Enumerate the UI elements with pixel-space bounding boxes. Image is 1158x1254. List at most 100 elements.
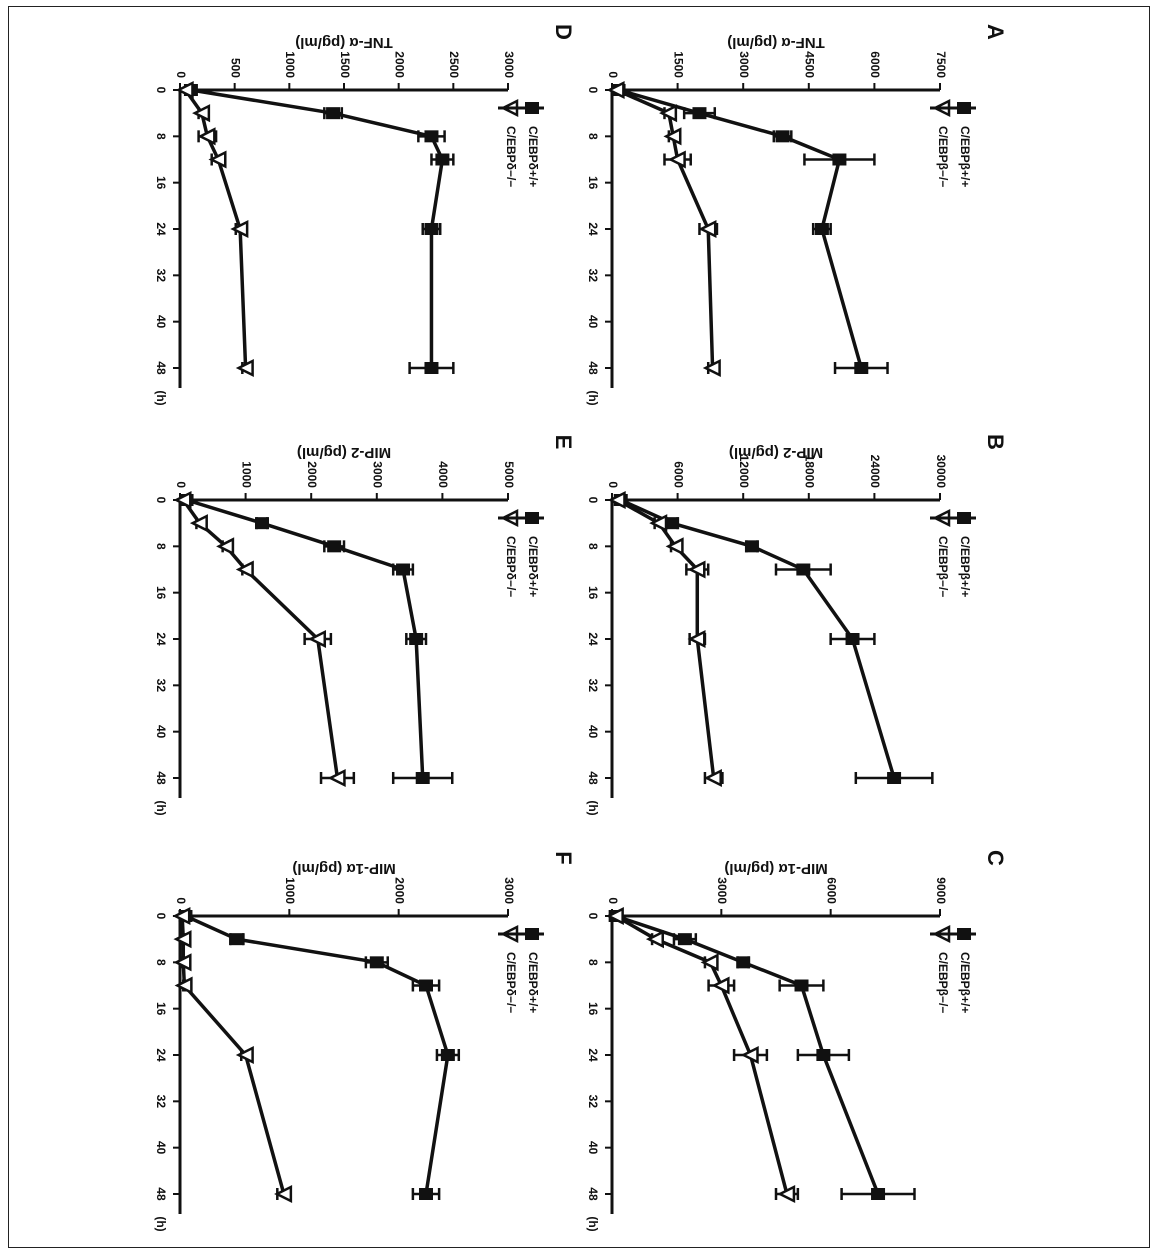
panel-f-wt-point — [419, 1188, 433, 1200]
panel-e: E MIP-2 (pg/ml) 0 1000 2000 3000 4000 5000 0 8 16 2… — [154, 435, 576, 816]
panel-e-ko-point — [189, 514, 208, 533]
panel-b-wt-point — [887, 772, 902, 784]
panel-d-wt-point — [424, 130, 439, 143]
panel-d-ko-point — [230, 219, 249, 239]
panel-c-wt-point — [794, 979, 809, 992]
panel-e-xtick-label: 16 — [154, 586, 168, 600]
panel-b-ytick-label: 0 — [606, 481, 620, 488]
panel-a-wt-point — [832, 153, 847, 166]
panel-c-xtick-label: 0 — [586, 913, 600, 920]
panel-f-wt-point — [419, 979, 433, 992]
panel-d-xunit: (h) — [154, 390, 168, 405]
panel-d-ytick-label: 1500 — [338, 51, 352, 78]
panel-f-wt-point — [369, 956, 384, 969]
panel-a-xtick-label: 32 — [586, 269, 600, 283]
panel-f-xtick-label: 40 — [154, 1141, 168, 1155]
panel-e-ylabel: MIP-2 (pg/ml) — [297, 444, 391, 461]
panel-a-ko-point — [659, 104, 678, 123]
panel-b-xtick-label: 16 — [586, 586, 600, 600]
panel-a-xtick-label: 40 — [586, 315, 600, 329]
panel-a-ko-point — [702, 358, 721, 378]
panel-a-xtick-label: 48 — [586, 361, 600, 375]
panel-b-ytick-label: 12000 — [737, 455, 751, 489]
panel-e-legend-label: C/EBPδ+/+ — [526, 536, 540, 597]
panel-e-xtick-label: 8 — [154, 543, 168, 550]
panel-e-ytick-label: 3000 — [371, 461, 385, 488]
panel-f-ko-point — [172, 906, 191, 926]
panel-e-xtick-label: 32 — [154, 679, 168, 693]
panel-d-legend-label: C/EBPδ−/− — [504, 126, 518, 187]
panel-b-ko-point — [687, 629, 706, 649]
panel-f-ko-point — [173, 953, 192, 972]
panel-b-wt-point — [665, 517, 680, 530]
panel-c: C MIP-1α (pg/ml) 0 3000 6000 9000 0 8 16 24 32 40 48… — [586, 850, 1008, 1232]
panel-c-xtick-label: 8 — [586, 959, 600, 966]
panel-a-ko-line — [615, 88, 715, 369]
panel-b-ytick-label: 24000 — [868, 455, 882, 489]
panel-c-xtick-label: 40 — [586, 1141, 600, 1155]
panel-c-xtick-label: 32 — [586, 1095, 600, 1109]
panel-b-ytick-label: 18000 — [803, 455, 817, 489]
panel-e-ytick-label: 1000 — [239, 461, 253, 488]
panel-e-ko-point — [216, 537, 235, 556]
panel-f-xunit: (h) — [154, 1216, 168, 1231]
panel-e-xtick-label: 40 — [154, 725, 168, 739]
panel-e-wt-line — [186, 498, 425, 779]
panel-a-legend-label: C/EBPβ−/− — [936, 126, 950, 187]
panel-b-ko-point — [649, 514, 668, 533]
panel-b-wt-point — [845, 633, 860, 645]
panel-b-ko-point — [687, 560, 706, 579]
panel-a-wt-point — [692, 107, 707, 120]
panel-f-ko-point — [235, 1045, 254, 1065]
panel-e-ko-point — [235, 560, 254, 579]
panel-d-ko-point — [192, 104, 211, 123]
panel-f-xtick-label: 8 — [154, 959, 168, 966]
panel-a-ytick-label: 0 — [606, 71, 620, 78]
panel-f: F MIP-1α (pg/ml) 0 1000 2000 3000 0 8 16 24 32 40 48… — [154, 851, 576, 1231]
panel-e-ko-point — [173, 490, 192, 510]
panel-e-xunit: (h) — [154, 800, 168, 815]
panel-d-xtick-label: 8 — [154, 133, 168, 140]
panel-e-xtick-label: 0 — [154, 497, 168, 504]
panel-f-ko-point — [174, 976, 193, 995]
panel-b-xtick-label: 0 — [586, 497, 600, 504]
panel-c-ytick-label: 6000 — [824, 877, 838, 904]
panel-a-wt-point — [775, 130, 790, 143]
panel-a-wt-point — [814, 223, 829, 235]
panel-e-ytick-label: 0 — [174, 481, 188, 488]
panel-f-ko-point — [173, 930, 192, 949]
panel-e-ytick-label: 4000 — [436, 461, 450, 488]
panel-a-ytick-label: 6000 — [868, 51, 882, 78]
panel-c-letter: C — [983, 850, 1008, 866]
panel-e-wt-point — [327, 540, 342, 553]
panel-c-ytick-label: 9000 — [934, 877, 948, 904]
panel-c-wt-point — [871, 1188, 886, 1200]
panel-d-ytick-label: 500 — [228, 58, 242, 78]
panel-c-xtick-label: 16 — [586, 1002, 600, 1016]
panel-d-xtick-label: 32 — [154, 269, 168, 283]
panel-c-wt-point — [736, 956, 751, 969]
panel-f-wt-line — [184, 914, 450, 1195]
panel-b-letter: B — [983, 434, 1008, 450]
panel-e-wt-point — [396, 563, 411, 576]
panel-d-ytick-label: 1000 — [283, 51, 297, 78]
panel-c-wt-point — [677, 933, 692, 946]
panel-f-xtick-label: 48 — [154, 1187, 168, 1201]
panel-d-wt-line — [190, 88, 445, 368]
panel-b-xtick-label: 48 — [586, 771, 600, 785]
panel-f-xtick-label: 32 — [154, 1095, 168, 1109]
panel-f-ytick-label: 1000 — [283, 877, 297, 904]
panel-c-wt-point — [816, 1049, 831, 1061]
panel-f-wt-point — [229, 933, 244, 946]
panel-e-letter: E — [551, 435, 576, 450]
panel-e-xtick-label: 24 — [154, 632, 168, 646]
panel-a-xtick-label: 24 — [586, 222, 600, 236]
panel-b-xtick-label: 24 — [586, 632, 600, 646]
panel-a-ytick-label: 7500 — [934, 51, 948, 78]
panel-d-wt-point — [435, 153, 450, 166]
panel-f-xtick-label: 24 — [154, 1048, 168, 1062]
panel-b-legend-label: C/EBPβ−/− — [936, 536, 950, 597]
panel-c-ko-point — [700, 953, 719, 972]
panel-b-xunit: (h) — [586, 800, 600, 815]
